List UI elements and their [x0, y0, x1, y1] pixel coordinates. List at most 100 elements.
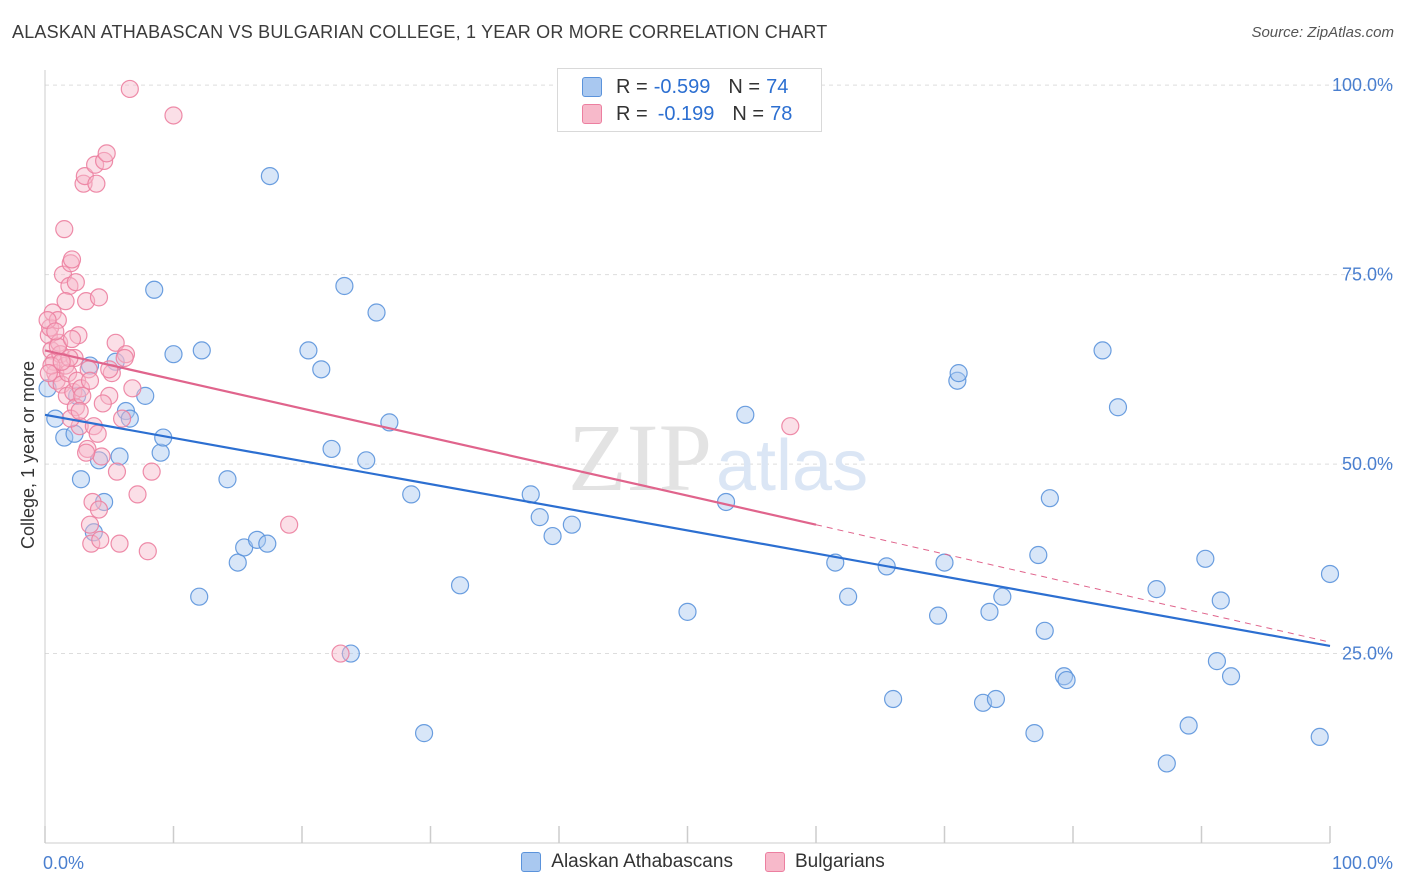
- data-point: [97, 144, 116, 163]
- correlation-legend: R = -0.599 N = 74 R = -0.199 N = 78: [557, 68, 822, 132]
- data-point: [1157, 754, 1176, 773]
- series-alaskan-athabascans: [38, 166, 1340, 773]
- data-point: [128, 485, 147, 504]
- data-point: [73, 386, 92, 405]
- legend-n-value: 74: [766, 75, 789, 98]
- legend-swatch-pink: [582, 104, 602, 124]
- data-point: [322, 439, 341, 459]
- y-tick-label: 75.0%: [1342, 265, 1393, 285]
- chart-title: ALASKAN ATHABASCAN VS BULGARIAN COLLEGE,…: [12, 22, 828, 42]
- data-point: [71, 470, 91, 489]
- data-point: [115, 348, 134, 368]
- data-point: [1057, 670, 1076, 690]
- legend-swatch-blue: [521, 852, 542, 872]
- legend-r-value: -0.599: [653, 75, 711, 98]
- data-point: [839, 587, 858, 606]
- legend-swatch-pink: [764, 852, 785, 872]
- data-point: [138, 542, 157, 561]
- data-point: [299, 341, 318, 360]
- data-point: [48, 337, 67, 356]
- legend-r-value: -0.199: [657, 102, 715, 125]
- data-point: [62, 250, 82, 269]
- axes: [44, 70, 1331, 844]
- data-point: [678, 602, 697, 621]
- data-point: [1029, 545, 1048, 565]
- tick-labels: 25.0% 50.0% 75.0% 100.0% 0.0% 100.0%: [43, 75, 1393, 873]
- series-legend: Alaskan Athabascans Bulgarians: [0, 851, 1406, 873]
- data-point: [83, 492, 102, 512]
- source-label: Source: ZipAtlas.com: [1251, 24, 1394, 41]
- legend-item-alaskan: Alaskan Athabascans: [521, 851, 733, 873]
- data-point: [86, 155, 105, 174]
- data-point: [120, 79, 139, 99]
- legend-n-label: N =: [732, 102, 765, 125]
- data-point: [993, 587, 1012, 606]
- data-point: [736, 405, 755, 424]
- data-point: [1196, 549, 1215, 568]
- data-point: [218, 470, 237, 489]
- data-point: [107, 462, 127, 481]
- trendlines: [44, 349, 1331, 648]
- series-bulgarians: [38, 79, 800, 663]
- data-point: [190, 587, 209, 606]
- legend-r-label: R =: [616, 75, 648, 98]
- data-point: [986, 689, 1006, 709]
- watermark-atlas: atlas: [716, 426, 868, 506]
- trendline-bulgarian-extension: [815, 524, 1331, 643]
- data-point: [781, 417, 800, 436]
- data-point: [341, 644, 360, 663]
- data-point: [1310, 727, 1329, 747]
- data-point: [87, 174, 106, 193]
- data-point: [530, 508, 549, 527]
- data-point: [228, 553, 247, 572]
- x-tick-label: 100.0%: [1332, 853, 1393, 873]
- legend-n-label: N =: [728, 75, 761, 98]
- data-point: [74, 174, 93, 193]
- data-point: [367, 303, 386, 322]
- data-point: [935, 553, 954, 572]
- data-point: [949, 364, 968, 383]
- data-point: [70, 401, 89, 421]
- data-point: [88, 424, 107, 443]
- data-point: [312, 360, 331, 379]
- data-point: [192, 341, 211, 360]
- data-point: [110, 447, 129, 466]
- trendline-alaskan: [44, 413, 1331, 648]
- data-point: [91, 530, 110, 549]
- data-point: [562, 515, 581, 534]
- data-point: [980, 602, 999, 621]
- data-point: [164, 106, 183, 125]
- data-point: [110, 534, 129, 553]
- watermark-zip: ZIP: [568, 404, 712, 511]
- data-point: [357, 451, 376, 470]
- data-point: [164, 345, 183, 364]
- data-point: [402, 485, 421, 504]
- legend-row-bulgarian: R = -0.199 N = 78: [582, 102, 792, 126]
- data-point: [89, 500, 109, 519]
- data-point: [1108, 398, 1128, 417]
- data-point: [928, 606, 948, 625]
- data-point: [1040, 489, 1059, 508]
- data-point: [77, 443, 96, 462]
- y-tick-label: 50.0%: [1342, 454, 1393, 474]
- data-point: [543, 526, 562, 546]
- grid-lines: [45, 84, 1393, 655]
- data-point: [1179, 716, 1198, 735]
- data-point: [142, 462, 161, 481]
- legend-r-label: R =: [616, 102, 648, 125]
- data-point: [46, 322, 65, 341]
- data-point: [100, 386, 119, 405]
- data-point: [80, 371, 100, 390]
- data-point: [66, 273, 85, 292]
- legend-swatch-blue: [582, 77, 602, 97]
- data-point: [123, 379, 142, 398]
- data-point: [247, 530, 267, 549]
- data-point: [56, 292, 75, 311]
- y-axis-label: College, 1 year or more: [18, 361, 38, 549]
- data-point: [1025, 724, 1044, 743]
- data-point: [39, 364, 58, 383]
- y-tick-label: 100.0%: [1332, 75, 1393, 95]
- data-point: [450, 576, 470, 595]
- data-point: [48, 310, 67, 330]
